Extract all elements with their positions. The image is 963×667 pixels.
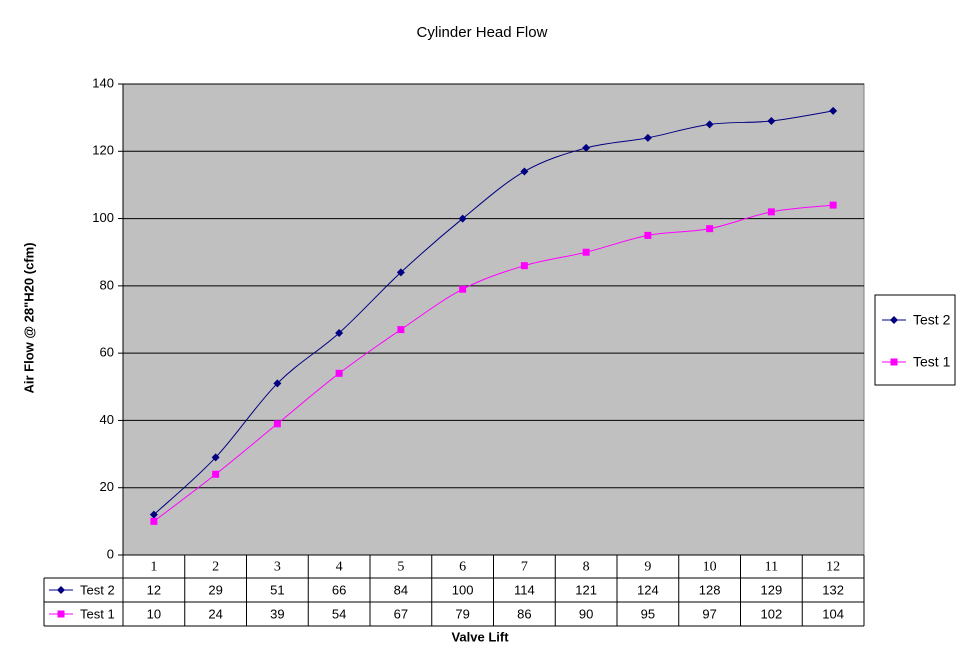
data-label: 97	[702, 606, 716, 621]
y-tick-label: 20	[100, 479, 114, 494]
y-axis-label: Air Flow @ 28"H20 (cfm)	[21, 242, 36, 393]
point	[211, 453, 220, 462]
point	[396, 268, 405, 277]
x-tick-label: 10	[703, 560, 717, 575]
data-label: 66	[332, 582, 346, 597]
point	[149, 510, 158, 519]
table-legend-marker	[57, 610, 65, 618]
data-label: 29	[208, 582, 222, 597]
x-tick-label: 4	[336, 560, 343, 575]
data-label: 10	[147, 606, 161, 621]
data-label: 114	[514, 582, 535, 597]
table-series-name: Test 2	[80, 582, 115, 597]
data-label: 102	[761, 606, 783, 621]
data-label: 12	[147, 582, 161, 597]
point	[644, 231, 652, 239]
point	[397, 326, 405, 334]
point	[706, 225, 714, 233]
data-label: 67	[394, 606, 408, 621]
data-label: 79	[455, 606, 469, 621]
table-series-name: Test 1	[80, 606, 115, 621]
point	[829, 201, 837, 209]
y-tick-label: 100	[92, 210, 114, 225]
table-legend-marker	[57, 586, 65, 594]
x-tick-label: 11	[765, 560, 778, 575]
point	[829, 106, 838, 115]
x-tick-label: 2	[212, 560, 219, 575]
chart-title: Cylinder Head Flow	[417, 24, 548, 41]
data-label: 129	[761, 582, 783, 597]
data-label: 132	[822, 582, 844, 597]
point	[582, 248, 590, 256]
point	[767, 208, 775, 216]
x-axis-label: Valve Lift	[451, 629, 509, 644]
point	[582, 143, 591, 152]
data-label: 124	[637, 582, 659, 597]
legend	[874, 294, 956, 386]
x-tick-label: 6	[459, 560, 466, 575]
x-tick-label: 12	[826, 560, 840, 575]
point	[335, 369, 343, 377]
data-label: 51	[270, 582, 284, 597]
point	[273, 379, 282, 388]
legend-marker	[890, 358, 898, 366]
point	[335, 328, 344, 337]
y-tick-label: 0	[107, 546, 114, 561]
x-tick-label: 1	[150, 560, 157, 575]
data-label: 121	[575, 582, 597, 597]
y-tick-label: 120	[92, 143, 114, 158]
point	[643, 133, 652, 142]
data-label: 84	[394, 582, 408, 597]
point	[273, 420, 281, 428]
point	[520, 262, 528, 270]
data-label: 90	[579, 606, 593, 621]
y-tick-label: 80	[100, 277, 114, 292]
data-label: 54	[332, 606, 346, 621]
point	[520, 167, 529, 176]
point	[212, 470, 220, 478]
point	[767, 117, 776, 126]
x-tick-label: 8	[583, 560, 590, 575]
x-tick-label: 5	[397, 560, 404, 575]
point	[459, 285, 467, 293]
x-tick-label: 3	[274, 560, 281, 575]
data-label: 24	[208, 606, 222, 621]
legend-marker	[890, 316, 898, 324]
y-tick-label: 40	[100, 412, 114, 427]
y-tick-label: 60	[100, 345, 114, 360]
y-tick-label: 140	[92, 75, 114, 90]
data-label: 39	[270, 606, 284, 621]
point	[705, 120, 714, 129]
point	[150, 517, 158, 525]
legend-label: Test 1	[913, 354, 951, 370]
data-label: 95	[641, 606, 655, 621]
x-tick-label: 7	[521, 560, 528, 575]
point	[458, 214, 467, 223]
data-label: 128	[699, 582, 721, 597]
legend-label: Test 2	[913, 312, 951, 328]
data-label: 86	[517, 606, 531, 621]
plot-area	[122, 83, 865, 556]
x-tick-label: 9	[644, 560, 651, 575]
data-label: 104	[822, 606, 844, 621]
data-label: 100	[452, 582, 474, 597]
